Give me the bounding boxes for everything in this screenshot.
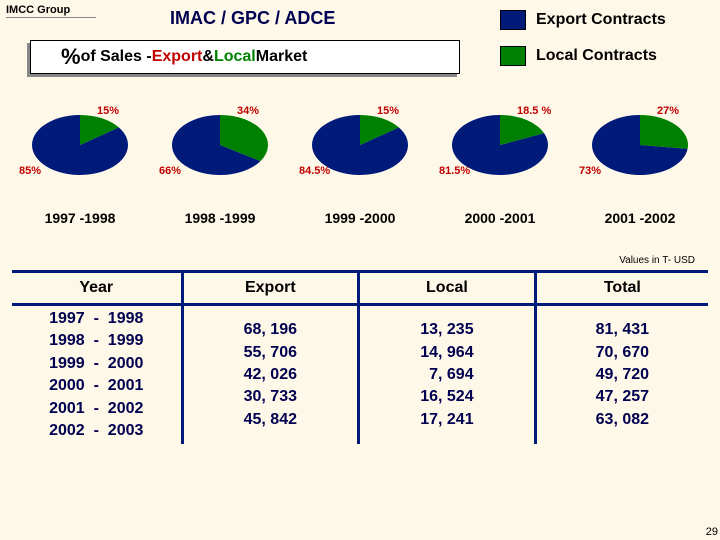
pie-year-label: 1997 -1998 — [15, 210, 145, 226]
table-cell: 1997 - 1998 1998 - 1999 1999 - 2000 2000… — [12, 305, 182, 445]
col-header: Local — [359, 272, 536, 305]
local-pct-label: 34% — [237, 105, 259, 117]
legend-local: Local Contracts — [500, 46, 700, 66]
local-pct-label: 18.5 % — [517, 105, 551, 117]
pie-chart: 18.5 % 81.5% — [435, 95, 565, 205]
pie-year-label: 2001 -2002 — [575, 210, 705, 226]
word-local: Local — [214, 48, 256, 66]
subtitle-part3: Market — [256, 48, 308, 66]
pie-label-row: 1997 -1998 1998 -1999 1999 -2000 2000 -2001… — [0, 210, 720, 226]
pie-chart: 15% 84.5% — [295, 95, 425, 205]
legend-export: Export Contracts — [500, 10, 700, 30]
pie-year-label: 2000 -2001 — [435, 210, 565, 226]
export-pct-label: 66% — [159, 165, 181, 177]
table-cell: 81, 431 70, 670 49, 720 47, 257 63, 082 — [535, 305, 708, 445]
export-pct-label: 84.5% — [299, 165, 330, 177]
pie-year-label: 1998 -1999 — [155, 210, 285, 226]
col-header: Export — [182, 272, 359, 305]
data-table: YearExportLocalTotal 1997 - 1998 1998 - … — [12, 270, 708, 444]
table-cell: 68, 196 55, 706 42, 026 30, 733 45, 842 — [182, 305, 359, 445]
page-title: IMAC / GPC / ADCE — [170, 8, 335, 29]
pie-year-label: 1999 -2000 — [295, 210, 425, 226]
subtitle-part1: of Sales - — [81, 48, 152, 66]
local-pct-label: 15% — [97, 105, 119, 117]
subtitle-part2: & — [202, 48, 214, 66]
export-pct-label: 81.5% — [439, 165, 470, 177]
pie-chart: 15% 85% — [15, 95, 145, 205]
values-note: Values in T- USD — [619, 255, 695, 266]
page-number: 29 — [706, 526, 718, 538]
pie-chart: 34% 66% — [155, 95, 285, 205]
pie-chart: 27% 73% — [575, 95, 705, 205]
legend-local-label: Local Contracts — [536, 47, 657, 65]
export-pct-label: 85% — [19, 165, 41, 177]
export-pct-label: 73% — [579, 165, 601, 177]
group-label: IMCC Group — [6, 4, 96, 18]
legend-export-swatch — [500, 10, 526, 30]
legend-export-label: Export Contracts — [536, 11, 666, 29]
pct-sign: % — [61, 44, 81, 70]
table-cell: 13, 235 14, 964 7, 694 16, 524 17, 241 — [359, 305, 536, 445]
charts-row: 15% 85% 34% 66% 15% 84.5% 18.5 % 81.5% 27% 73… — [0, 95, 720, 205]
col-header: Total — [535, 272, 708, 305]
col-header: Year — [12, 272, 182, 305]
legend-local-swatch — [500, 46, 526, 66]
subtitle-box: % of Sales - Export & Local Market — [30, 40, 460, 74]
word-export: Export — [152, 48, 203, 66]
local-pct-label: 15% — [377, 105, 399, 117]
local-pct-label: 27% — [657, 105, 679, 117]
